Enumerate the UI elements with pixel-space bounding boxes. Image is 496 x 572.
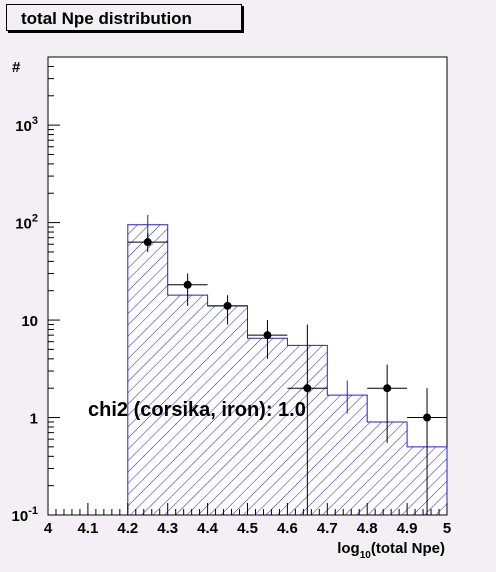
x-tick-label: 4: [44, 520, 53, 537]
histogram-layer: [127, 214, 448, 516]
y-tick-base: 10: [15, 118, 32, 135]
histogram-bar-fill: [327, 395, 368, 515]
x-tick-label: 4.2: [117, 520, 138, 537]
x-tick-label: 4.1: [77, 520, 98, 537]
y-tick-exponent: -1: [28, 505, 38, 517]
x-tick-label: 4.6: [277, 520, 298, 537]
chart-title: total Npe distribution: [6, 4, 242, 31]
x-axis-title-sub: 10: [360, 550, 372, 561]
x-tick-label: 4.5: [237, 520, 258, 537]
data-point: [383, 384, 392, 393]
y-tick-label: 10-1: [12, 505, 38, 525]
data-points-layer: [127, 233, 447, 515]
axes-layer: 4 4.1 4.2 4.3 4.4 4.5 4.6 4.7 4.8 4.9 510-11101021…: [12, 56, 451, 537]
y-tick-label: 102: [15, 213, 38, 233]
y-tick-base: 1: [30, 411, 38, 428]
y-tick-label: 103: [15, 115, 38, 135]
chi2-annotation: chi2 (corsika, iron): 1.0: [88, 399, 306, 421]
x-tick-label: 4.7: [317, 520, 338, 537]
y-tick-label: 1: [30, 411, 38, 428]
x-axis-title: log10(total Npe): [337, 540, 445, 561]
y-tick-exponent: 2: [32, 213, 38, 225]
data-point: [303, 384, 312, 393]
data-point: [143, 238, 152, 247]
data-point: [423, 413, 432, 422]
histogram-bar-fill: [167, 295, 208, 515]
x-tick-label: 4.3: [157, 520, 178, 537]
histogram-bar-fill: [127, 224, 168, 516]
data-point: [223, 301, 232, 310]
histogram-outline: [127, 224, 448, 515]
x-tick-label: 4.9: [397, 520, 418, 537]
x-axis-title-rest: (total Npe): [371, 540, 445, 557]
y-tick-base: 10: [12, 508, 29, 525]
y-tick-base: 10: [15, 216, 32, 233]
data-point: [183, 280, 192, 289]
y-tick-exponent: 3: [32, 115, 38, 127]
histogram-bar-fill: [207, 305, 248, 515]
x-tick-label: 5: [443, 520, 451, 537]
y-axis-title: #: [12, 59, 21, 76]
x-tick-label: 4.8: [357, 520, 378, 537]
y-tick-label: 10: [21, 313, 38, 330]
histogram-bar-fill: [247, 338, 288, 515]
data-point: [263, 331, 272, 340]
x-tick-label: 4.4: [197, 520, 219, 537]
x-axis-title-base: log: [337, 540, 360, 557]
y-tick-base: 10: [21, 313, 38, 330]
